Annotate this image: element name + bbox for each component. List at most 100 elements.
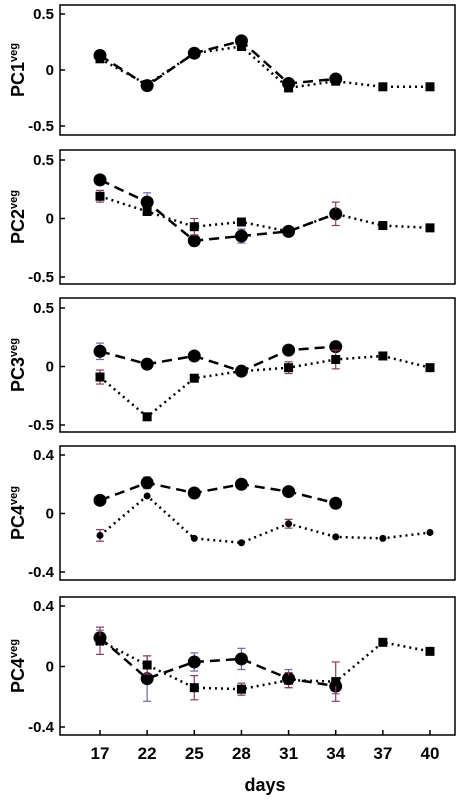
series-line [99,354,431,419]
series-line [99,45,430,90]
point [329,496,343,510]
point [236,684,246,694]
point [331,76,341,86]
series-line [99,636,336,688]
point [282,485,296,499]
point [187,234,201,248]
y-axis-label-main: PC2 [8,209,28,244]
point [96,531,104,539]
point [285,520,293,528]
point [425,82,435,92]
point [140,195,154,209]
point [140,476,154,490]
point [234,229,248,243]
y-axis-label-main: PC4 [8,505,28,540]
point [284,363,294,373]
point [143,492,151,500]
series-line [99,39,336,88]
y-axis-label: PC2veg [8,190,28,244]
y-axis-label-sup: veg [8,190,20,209]
point [187,655,201,669]
point [378,637,388,647]
panel-frame [59,149,456,285]
x-tick-label: 40 [421,744,440,763]
point [425,223,435,233]
y-axis-label-main: PC1 [8,62,28,97]
point [236,217,246,227]
point [189,683,199,693]
point [284,226,294,236]
x-tick-label: 37 [373,744,392,763]
x-tick-label: 22 [138,744,157,763]
series-line [99,639,431,691]
point [234,477,248,491]
y-axis-label-main: PC3 [8,357,28,392]
y-tick-label: 0.5 [33,300,54,317]
y-axis-label: PC3veg [8,338,28,392]
point [378,82,388,92]
point [284,83,294,93]
point [140,357,154,371]
x-tick-label: 34 [326,744,345,763]
y-tick-label: -0.4 [28,719,55,736]
point [378,351,388,361]
point [189,373,199,383]
point [93,344,107,358]
series-line [99,345,336,373]
point [142,660,152,670]
point [187,349,201,363]
point [142,412,152,422]
point [95,191,105,201]
x-tick-label: 28 [232,744,251,763]
series-line [99,481,337,505]
point [190,534,198,542]
point [142,206,152,216]
point [142,80,152,90]
point [95,372,105,382]
point [331,209,341,219]
series-line [99,178,337,243]
point [378,221,388,231]
point [282,343,296,357]
point [236,366,246,376]
y-axis-label-sup: veg [8,486,20,505]
y-tick-label: -0.5 [28,417,54,434]
panel-frame [59,297,456,433]
y-tick-label: 0 [46,62,54,79]
point [189,48,199,58]
x-tick-label: 31 [279,744,298,763]
point [234,652,248,666]
y-axis-label-sup: veg [8,639,20,658]
point [331,677,341,687]
y-axis-label: PC4veg [8,486,28,540]
y-tick-label: 0 [46,659,54,676]
y-tick-label: 0 [46,506,54,523]
y-tick-label: 0.5 [33,6,54,23]
y-tick-label: -0.4 [28,564,55,581]
point [93,493,107,507]
point [140,672,154,686]
panel-frame [59,4,456,136]
series-line [99,494,431,545]
panel-frame [59,445,456,581]
point [379,534,387,542]
y-tick-label: 0.4 [33,447,55,464]
point [284,675,294,685]
y-tick-label: 0.4 [33,598,55,615]
y-tick-label: 0 [46,211,54,228]
point [187,486,201,500]
point [332,533,340,541]
y-axis-label: PC1veg [8,43,28,97]
y-axis-label: PC4veg [8,639,28,693]
point [95,54,105,64]
point [189,222,199,232]
x-tick-label: 25 [185,744,204,763]
point [425,363,435,373]
point [331,354,341,364]
point [236,41,246,51]
y-axis-label-sup: veg [8,43,20,62]
x-axis-label: days [244,775,285,795]
y-tick-label: 0 [46,359,54,376]
y-axis-label-sup: veg [8,338,20,357]
